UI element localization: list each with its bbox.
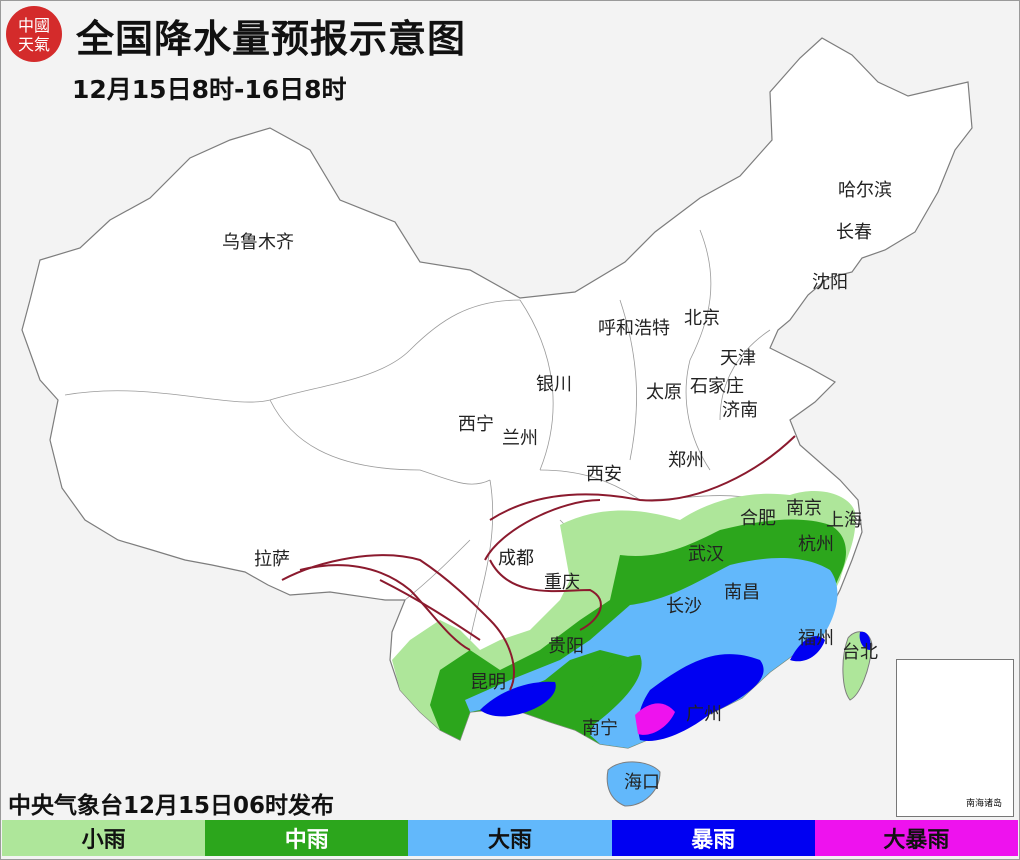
city-label: 兰州 [502, 428, 538, 449]
legend-light-rain: 小雨 [2, 820, 206, 856]
city-label: 西宁 [458, 414, 494, 435]
svg-text:中國: 中國 [18, 16, 50, 35]
city-label: 南宁 [582, 718, 618, 739]
forecast-period: 12月15日8时-16日8时 [72, 75, 347, 104]
city-label: 乌鲁木齐 [222, 232, 294, 253]
city-label: 长沙 [666, 596, 702, 617]
city-label: 西安 [586, 464, 622, 485]
city-label: 南昌 [724, 582, 760, 603]
city-label: 杭州 [798, 534, 834, 555]
rain-heavy-zone [465, 558, 838, 748]
svg-text:天氣: 天氣 [18, 35, 50, 54]
page-title: 全国降水量预报示意图 [76, 17, 467, 61]
legend-heavy-rain: 大雨 [408, 820, 612, 856]
boundary-lines [281, 435, 796, 691]
city-label: 南京 [786, 498, 822, 519]
city-label: 沈阳 [812, 272, 848, 293]
city-label: 成都 [498, 548, 534, 569]
legend-rainstorm: 暴雨 [611, 820, 815, 856]
city-label: 福州 [798, 628, 834, 649]
rainstorm-zone-2 [480, 681, 556, 717]
precip-legend: 小雨 中雨 大雨 暴雨 大暴雨 [2, 820, 1019, 856]
city-label: 郑州 [668, 450, 704, 471]
city-label: 银川 [536, 374, 572, 395]
city-label: 北京 [684, 308, 720, 329]
city-label: 长春 [836, 222, 872, 243]
south-china-sea-inset [896, 659, 1014, 817]
city-label: 哈尔滨 [838, 180, 892, 201]
city-label: 太原 [646, 382, 682, 403]
city-label: 广州 [686, 704, 722, 725]
issuer-text: 中央气象台12月15日06时发布 [8, 793, 335, 819]
extreme-rainstorm-zone [635, 703, 675, 735]
legend-extreme-rainstorm: 大暴雨 [814, 820, 1019, 856]
hainan-island [606, 761, 661, 807]
city-label: 武汉 [688, 544, 724, 565]
city-label: 海口 [624, 772, 660, 793]
city-label: 拉萨 [254, 549, 290, 570]
legend-moderate-rain: 中雨 [205, 820, 409, 856]
city-label: 台北 [842, 642, 878, 663]
city-label: 济南 [722, 400, 758, 421]
city-label: 贵阳 [548, 636, 584, 657]
city-label: 上海 [826, 510, 862, 531]
city-label: 石家庄 [690, 376, 744, 397]
city-label: 重庆 [544, 572, 580, 593]
weather-logo-icon: 中國 天氣 [6, 6, 62, 62]
city-label: 天津 [720, 348, 756, 369]
city-label: 合肥 [740, 508, 776, 529]
taiwan-rain-patch [859, 631, 871, 650]
rain-moderate-patch [578, 655, 642, 726]
city-label: 昆明 [470, 672, 506, 693]
inset-label: 南海诸岛 [966, 798, 1003, 808]
rainstorm-zone-3 [790, 636, 825, 662]
city-label: 呼和浩特 [598, 318, 670, 339]
